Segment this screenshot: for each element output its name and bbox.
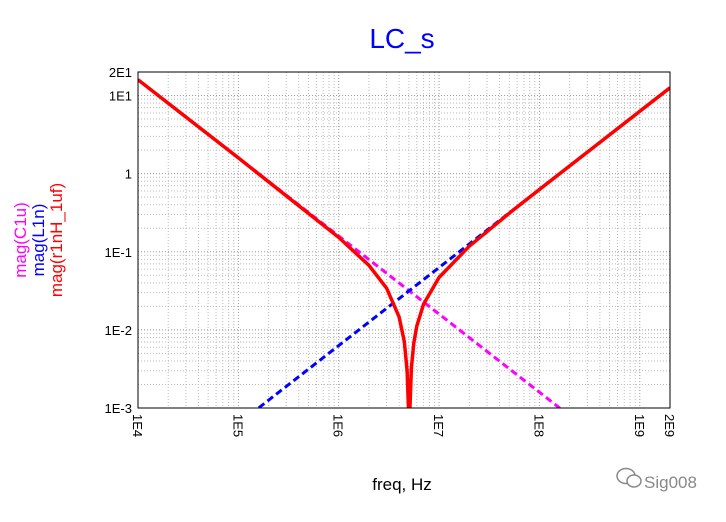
x-tick-label: 1E5 [230,414,245,437]
x-tick-label: 1E9 [632,414,647,437]
chart-title: LC_s [369,23,434,54]
x-tick-label: 2E9 [662,414,677,437]
legend-entry: mag(r1nH_1uf) [47,183,66,297]
legend-entry: mag(C1u) [11,202,30,278]
y-tick-label: 1E1 [109,89,132,104]
watermark-text: Sig008 [644,473,697,492]
wechat-icon [616,467,642,488]
legend-entry: mag(L1n) [29,204,48,277]
plot-border [137,71,671,409]
y-tick-label: 1E-1 [105,245,132,260]
x-tick-label: 1E8 [531,414,546,437]
x-tick-label: 1E4 [130,414,145,437]
watermark: Sig008 [616,467,697,492]
y-tick-label: 1 [125,167,132,182]
x-tick-label: 1E6 [331,414,346,437]
grid [138,72,671,408]
y-tick-label: 1E-2 [105,323,132,338]
series-line-mag-r1nh-1uf- [138,78,670,408]
x-tick-label: 1E7 [431,414,446,437]
y-tick-label: 2E1 [109,65,132,80]
x-axis-label: freq, Hz [372,475,432,494]
y-tick-label: 1E-3 [105,401,132,416]
